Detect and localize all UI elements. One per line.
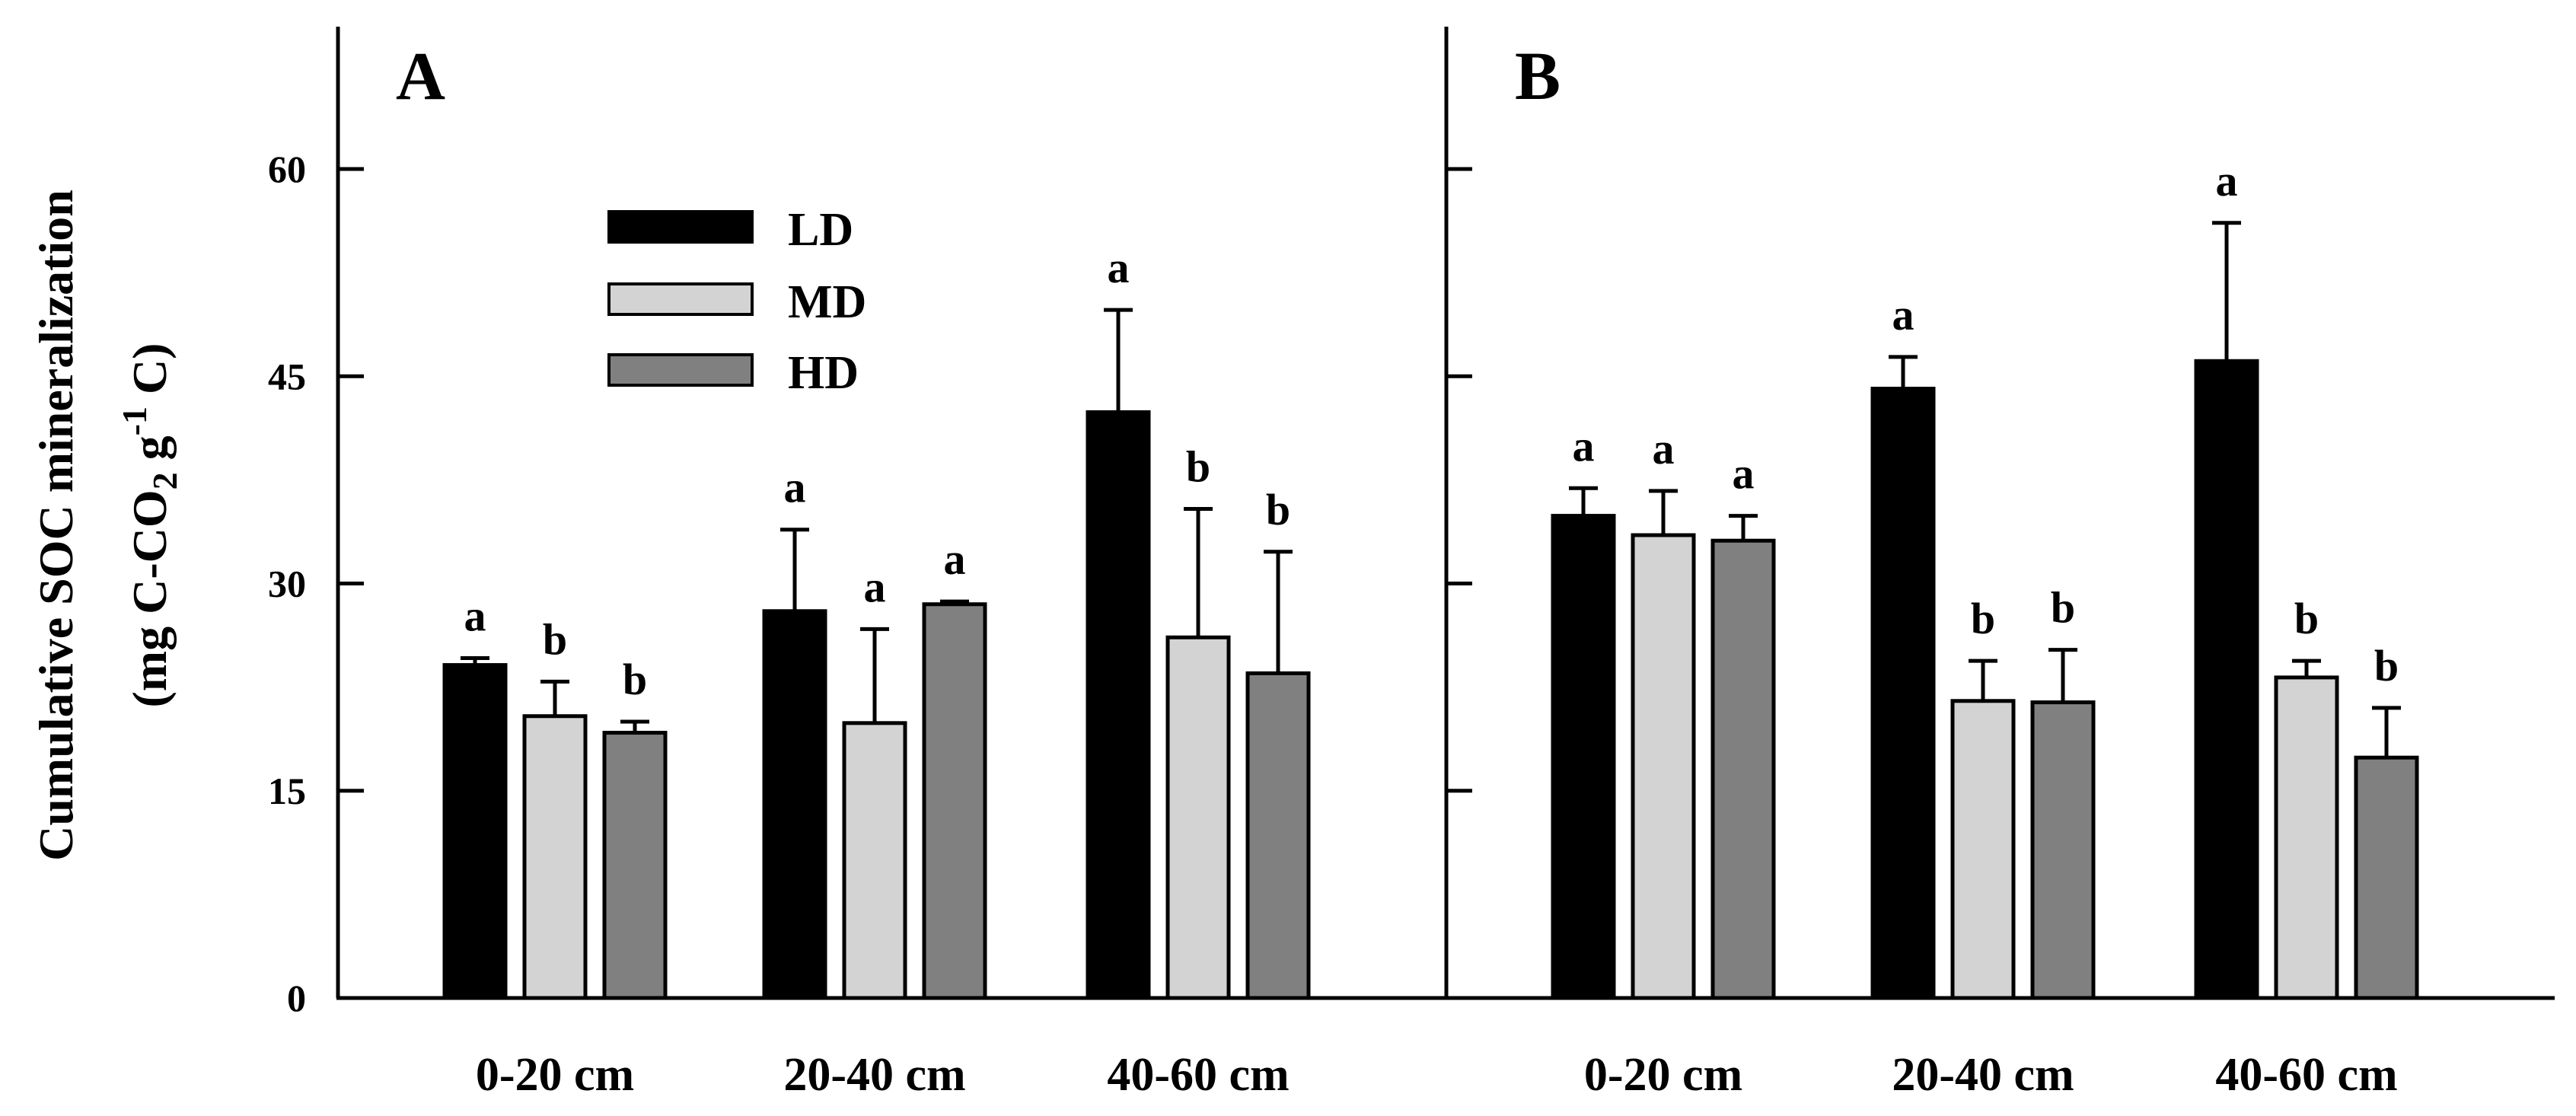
- sig-letter-a-ld-1: a: [464, 591, 486, 641]
- bar-b-hd-1: [1710, 538, 1776, 1000]
- divider-ticks: [1446, 167, 1472, 793]
- sig-letter-b-hd-1: a: [1733, 449, 1755, 499]
- legend-label-ld: LD: [788, 204, 853, 256]
- category-label-a-3: 40-60 cm: [1107, 1049, 1289, 1101]
- sig-letter-a-md-2: a: [864, 562, 886, 611]
- bar-b-md-2: [1950, 699, 2016, 1000]
- y-axis-title-superscript: -1: [115, 407, 154, 435]
- y-axis-title-subscript: 2: [145, 472, 184, 489]
- sig-letter-b-ld-2: a: [1892, 290, 1914, 340]
- y-axis-tick-labels: 0 15 30 45 60: [268, 148, 306, 1019]
- bar-b-hd-2: [2030, 700, 2096, 1000]
- bar-b-md-1: [1631, 533, 1696, 1000]
- sig-letter-a-hd-3: b: [1266, 485, 1290, 534]
- bar-a-md-2: [842, 721, 907, 1000]
- y-axis-title-line2: (mg C-CO2 g-1 C): [115, 343, 184, 707]
- legend: LD MD HD: [607, 204, 866, 399]
- category-label-a-1: 0-20 cm: [476, 1049, 634, 1101]
- significance-letters: a b b a a a a b b a a a a b b a b b: [464, 156, 2399, 704]
- sig-letter-b-ld-3: a: [2216, 156, 2238, 206]
- y-tick-label-45: 45: [268, 355, 306, 397]
- bar-b-md-3: [2274, 675, 2339, 1000]
- sig-letter-a-hd-2: a: [944, 534, 966, 584]
- bar-a-ld-1: [442, 663, 508, 1000]
- y-tick-label-0: 0: [287, 977, 306, 1019]
- y-tick-label-60: 60: [268, 148, 306, 190]
- category-label-b-3: 40-60 cm: [2215, 1049, 2397, 1101]
- bar-a-md-3: [1165, 635, 1231, 1000]
- sig-letter-a-hd-1: b: [623, 655, 647, 704]
- sig-letter-b-md-1: a: [1653, 424, 1675, 474]
- bar-a-hd-3: [1245, 671, 1311, 1000]
- y-axis-title-part-5: C): [123, 343, 177, 407]
- sig-letter-a-ld-3: a: [1108, 243, 1130, 292]
- y-tick-label-15: 15: [268, 770, 306, 812]
- bar-a-hd-2: [922, 602, 987, 1000]
- bar-a-md-1: [522, 714, 588, 1000]
- bar-b-ld-1: [1551, 514, 1616, 1000]
- y-axis-title-part-1: (mg C-CO: [123, 489, 177, 707]
- sig-letter-b-hd-3: b: [2374, 641, 2399, 690]
- panel-label-a: A: [396, 39, 445, 114]
- sig-letter-b-md-2: b: [1971, 594, 1995, 643]
- category-label-a-2: 20-40 cm: [783, 1049, 965, 1101]
- sig-letter-b-ld-1: a: [1573, 421, 1595, 470]
- bar-a-hd-1: [602, 731, 668, 1000]
- category-label-b-2: 20-40 cm: [1892, 1049, 2074, 1101]
- bar-a-ld-3: [1086, 410, 1151, 1000]
- bar-a-ld-2: [762, 609, 827, 1000]
- sig-letter-b-md-3: b: [2294, 594, 2319, 643]
- bar-b-ld-3: [2194, 359, 2259, 1000]
- category-label-b-1: 0-20 cm: [1584, 1049, 1742, 1101]
- bar-b-ld-2: [1870, 387, 1936, 1000]
- legend-label-md: MD: [788, 276, 866, 328]
- sig-letter-a-ld-2: a: [784, 463, 806, 512]
- legend-swatch-hd: [607, 353, 754, 387]
- legend-label-hd: HD: [788, 347, 859, 399]
- bars-group: [442, 359, 2419, 1000]
- error-bars-group: [461, 221, 2401, 758]
- legend-swatch-md: [607, 282, 754, 316]
- y-tick-label-30: 30: [268, 563, 306, 605]
- y-axis-title-part-3: g: [123, 435, 177, 472]
- panel-label-b: B: [1515, 39, 1561, 114]
- bar-b-hd-3: [2354, 755, 2419, 1000]
- sig-letter-a-md-1: b: [543, 614, 567, 664]
- y-axis-ticks: [338, 167, 364, 793]
- sig-letter-a-md-3: b: [1186, 442, 1210, 491]
- y-axis-title-line1: Cumulative SOC mineralization: [29, 190, 83, 861]
- legend-swatch-ld: [607, 210, 754, 244]
- category-labels: 0-20 cm 20-40 cm 40-60 cm 0-20 cm 20-40 cm 40…: [476, 1049, 2398, 1101]
- sig-letter-b-hd-2: b: [2051, 583, 2075, 633]
